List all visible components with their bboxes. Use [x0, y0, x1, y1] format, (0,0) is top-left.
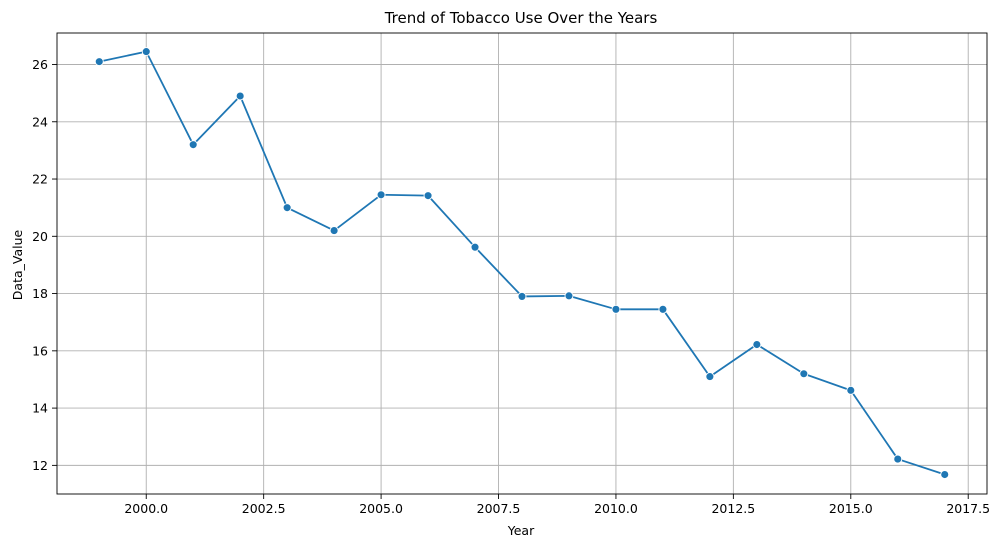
x-tick-label: 2010.0	[594, 501, 638, 516]
x-tick-label: 2017.5	[946, 501, 990, 516]
y-tick-label: 16	[32, 343, 48, 358]
y-tick-label: 12	[32, 458, 48, 473]
data-point	[940, 470, 950, 479]
data-point	[752, 340, 762, 349]
x-axis-ticks: 2000.0 2002.5 2005.0 2007.5 2010.0 2012.5 2015…	[124, 494, 990, 516]
data-point	[564, 291, 574, 301]
x-tick-label: 2005.0	[359, 501, 403, 516]
y-tick-label: 24	[32, 114, 48, 129]
y-tick-label: 14	[32, 401, 48, 416]
x-tick-label: 2012.5	[711, 501, 755, 516]
y-tick-label: 18	[32, 286, 48, 301]
data-point	[658, 304, 668, 314]
y-gridlines	[57, 64, 987, 466]
data-point	[235, 91, 245, 101]
data-point	[893, 454, 903, 464]
x-tick-label: 2002.5	[242, 501, 286, 516]
x-tick-label: 2007.5	[477, 501, 521, 516]
y-tick-label: 20	[32, 229, 48, 244]
data-point	[517, 291, 527, 301]
data-point	[799, 369, 809, 379]
data-point	[423, 191, 433, 201]
x-gridlines	[145, 33, 969, 494]
x-tick-label: 2000.0	[124, 501, 168, 516]
data-point	[188, 140, 198, 150]
series-group	[94, 47, 950, 479]
y-axis-label: Data_Value	[10, 229, 25, 300]
data-point	[611, 304, 621, 314]
data-point	[329, 226, 339, 236]
data-point	[705, 372, 715, 382]
data-point	[846, 385, 856, 395]
series-line	[98, 50, 946, 476]
plot-frame	[56, 32, 988, 495]
data-point	[141, 47, 151, 57]
y-tick-label: 26	[32, 57, 48, 72]
x-axis-label: Year	[507, 523, 535, 538]
data-point	[282, 203, 292, 213]
data-point	[470, 242, 480, 252]
x-tick-label: 2015.0	[829, 501, 873, 516]
data-point	[94, 57, 104, 67]
y-tick-label: 22	[32, 172, 48, 187]
y-axis-ticks: 12 14 16 18 20 22 24 26	[32, 57, 57, 473]
chart-title: Trend of Tobacco Use Over the Years	[384, 9, 658, 27]
data-point	[376, 190, 386, 200]
